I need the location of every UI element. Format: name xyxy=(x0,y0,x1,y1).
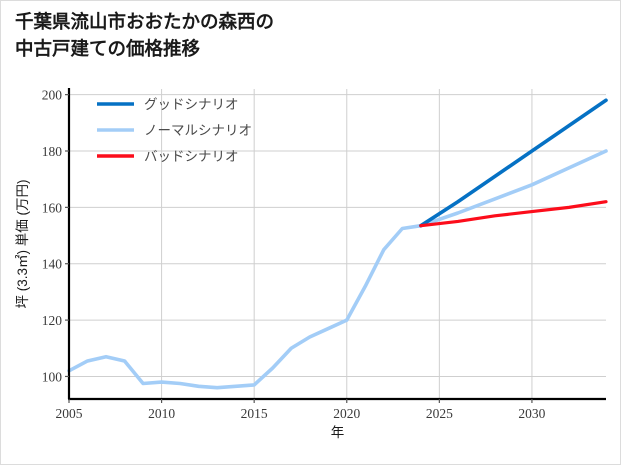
y-tick-label: 160 xyxy=(42,200,63,215)
axes-group xyxy=(67,88,606,401)
y-axis-title: 坪 (3.3㎡) 単価 (万円) xyxy=(15,179,30,308)
y-tick-label: 140 xyxy=(42,257,63,272)
legend-label-ノーマルシナリオ[interactable]: ノーマルシナリオ xyxy=(144,123,252,138)
x-tick-label: 2010 xyxy=(148,406,175,421)
series-line-グッドシナリオ xyxy=(419,98,608,228)
legend-label-グッドシナリオ[interactable]: グッドシナリオ xyxy=(144,97,239,112)
x-axis-title: 年 xyxy=(331,425,345,440)
x-tick-label: 2005 xyxy=(56,406,83,421)
x-tick-label: 2015 xyxy=(241,406,268,421)
axis-titles-group: 年 坪 (3.3㎡) 単価 (万円) xyxy=(15,179,344,440)
series-line-ノーマルシナリオ xyxy=(67,149,608,390)
y-tick-label: 200 xyxy=(42,88,63,103)
y-tick-label: 120 xyxy=(42,313,63,328)
series-line-バッドシナリオ xyxy=(419,200,608,228)
x-tick-label: 2020 xyxy=(333,406,360,421)
y-tick-label: 180 xyxy=(42,144,63,159)
x-tick-label: 2025 xyxy=(426,406,453,421)
page-title: 千葉県流山市おおたかの森西の 中古戸建ての価格推移 xyxy=(15,11,275,59)
x-tick-label: 2030 xyxy=(518,406,545,421)
legend-label-バッドシナリオ[interactable]: バッドシナリオ xyxy=(144,149,239,164)
tick-labels-group: 100 120 140 160 180 200 2005 2010 2015 2020 2025 20… xyxy=(42,88,546,421)
y-tick-label: 100 xyxy=(42,369,63,384)
series-group xyxy=(67,98,608,390)
